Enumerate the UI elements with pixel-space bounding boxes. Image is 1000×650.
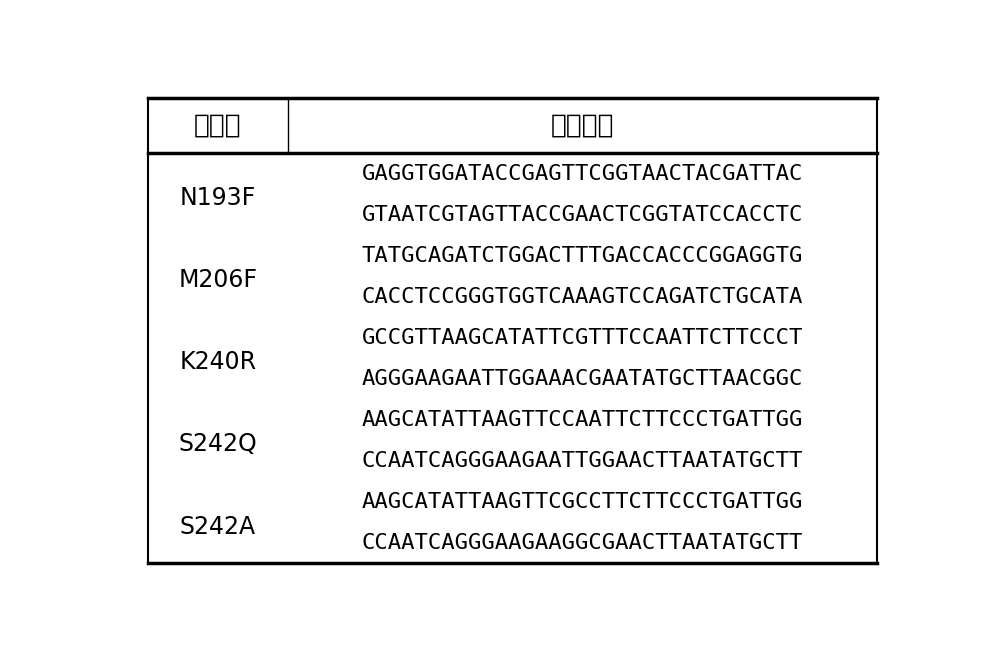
Text: GTAATCGTAGTTACCGAACTCGGTATCCACCTC: GTAATCGTAGTTACCGAACTCGGTATCCACCTC [362, 205, 803, 225]
Text: N193F: N193F [180, 186, 256, 210]
Text: M206F: M206F [178, 268, 258, 292]
Text: S242Q: S242Q [179, 432, 257, 456]
Text: 突变体: 突变体 [194, 112, 242, 138]
Text: K240R: K240R [179, 350, 257, 374]
Text: TATGCAGATCTGGACTTTGACCACCCGGAGGTG: TATGCAGATCTGGACTTTGACCACCCGGAGGTG [362, 246, 803, 266]
Text: GCCGTTAAGCATATTCGTTTCCAATTCTTCCCT: GCCGTTAAGCATATTCGTTTCCAATTCTTCCCT [362, 328, 803, 348]
Text: CACCTCCGGGTGGTCAAAGTCCAGATCTGCATA: CACCTCCGGGTGGTCAAAGTCCAGATCTGCATA [362, 287, 803, 307]
Text: AAGCATATTAAGTTCGCCTTCTTCCCTGATTGG: AAGCATATTAAGTTCGCCTTCTTCCCTGATTGG [362, 492, 803, 512]
Text: CCAATCAGGGAAGAAGGCGAACTTAATATGCTT: CCAATCAGGGAAGAAGGCGAACTTAATATGCTT [362, 533, 803, 553]
Text: GAGGTGGATACCGAGTTCGGTAACTACGATTAC: GAGGTGGATACCGAGTTCGGTAACTACGATTAC [362, 164, 803, 183]
Text: CCAATCAGGGAAGAATTGGAACTTAATATGCTT: CCAATCAGGGAAGAATTGGAACTTAATATGCTT [362, 451, 803, 471]
Text: AGGGAAGAATTGGAAACGAATATGCTTAACGGC: AGGGAAGAATTGGAAACGAATATGCTTAACGGC [362, 369, 803, 389]
Text: 引物序列: 引物序列 [550, 112, 614, 138]
Text: S242A: S242A [180, 515, 256, 539]
Text: AAGCATATTAAGTTCCAATTCTTCCCTGATTGG: AAGCATATTAAGTTCCAATTCTTCCCTGATTGG [362, 410, 803, 430]
